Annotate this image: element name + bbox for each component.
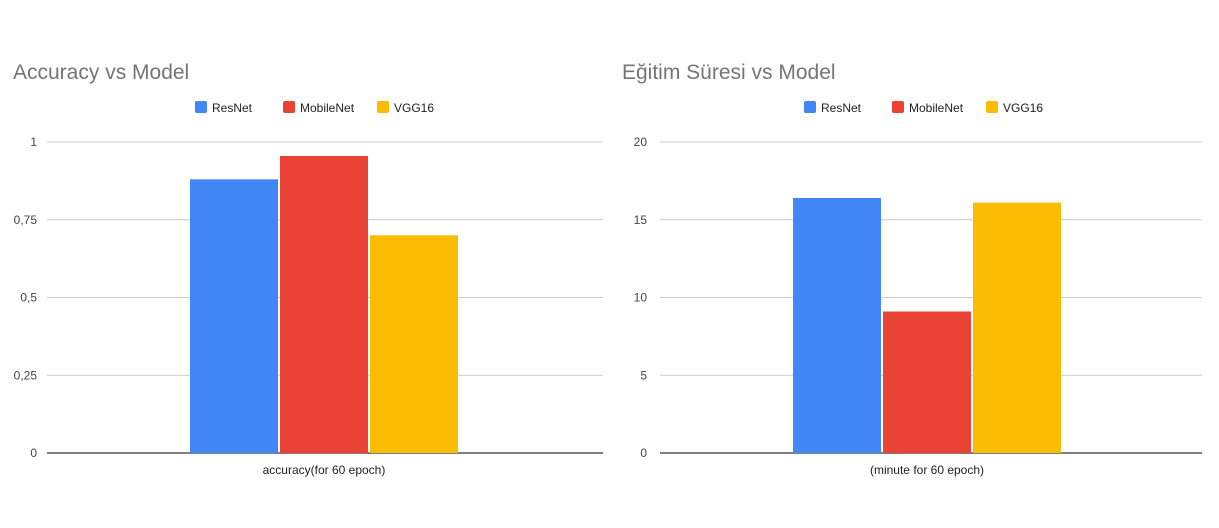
- bar-vgg16: [370, 235, 458, 453]
- y-tick-label: 0: [30, 446, 37, 460]
- legend-swatch-vgg16: [986, 101, 998, 113]
- y-tick-label: 0: [640, 446, 647, 460]
- bar-vgg16: [973, 202, 1061, 453]
- legend-label-vgg16: VGG16: [394, 101, 434, 115]
- y-tick-label: 1: [30, 135, 37, 149]
- legend-label-vgg16: VGG16: [1003, 101, 1043, 115]
- training-time-chart-panel: Eğitim Süresi vs Model ResNet MobileNet VGG…: [610, 0, 1219, 523]
- y-tick-label: 0,5: [20, 291, 37, 305]
- y-tick-label: 5: [640, 368, 647, 382]
- bar-resnet: [190, 179, 278, 453]
- legend-label-mobilenet: MobileNet: [909, 101, 964, 115]
- training-time-chart: Eğitim Süresi vs Model ResNet MobileNet VGG…: [622, 61, 1202, 477]
- legend-swatch-resnet: [195, 101, 207, 113]
- accuracy-chart: Accuracy vs Model ResNet MobileNet VGG16 0 0,…: [13, 61, 603, 477]
- accuracy-chart-panel: Accuracy vs Model ResNet MobileNet VGG16 0 0,…: [0, 0, 610, 523]
- bar-mobilenet: [280, 155, 368, 453]
- bar-resnet: [793, 197, 881, 453]
- chart-title: Eğitim Süresi vs Model: [622, 61, 836, 84]
- y-tick-label: 10: [634, 291, 648, 305]
- y-tick-label: 0,75: [14, 213, 38, 227]
- y-tick-label: 20: [634, 135, 648, 149]
- legend-label-resnet: ResNet: [821, 101, 862, 115]
- legend-swatch-mobilenet: [283, 101, 295, 113]
- legend-swatch-resnet: [804, 101, 816, 113]
- x-category-label: (minute for 60 epoch): [870, 463, 984, 477]
- legend-label-mobilenet: MobileNet: [300, 101, 355, 115]
- x-category-label: accuracy(for 60 epoch): [263, 463, 386, 477]
- legend-swatch-mobilenet: [892, 101, 904, 113]
- legend-swatch-vgg16: [377, 101, 389, 113]
- chart-title: Accuracy vs Model: [13, 61, 189, 84]
- y-tick-label: 15: [634, 213, 648, 227]
- legend-label-resnet: ResNet: [212, 101, 253, 115]
- bar-mobilenet: [883, 311, 971, 453]
- y-tick-label: 0,25: [14, 368, 38, 382]
